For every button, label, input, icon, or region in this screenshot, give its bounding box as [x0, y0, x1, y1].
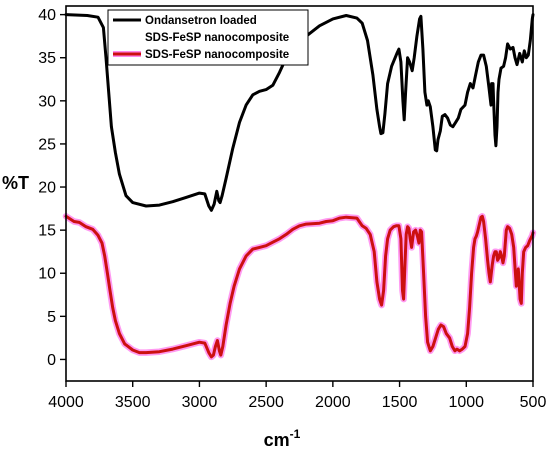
legend-label-0: SDS-FeSP nanocomposite	[145, 32, 289, 44]
y-tick-label: 40	[38, 7, 56, 24]
series-halo-1	[62, 213, 537, 361]
x-axis-label-unit: cm	[264, 430, 290, 450]
x-tick-label: 500	[520, 394, 547, 411]
x-tick-label: 4000	[48, 394, 84, 411]
y-axis-label: %T	[2, 173, 29, 193]
plot-lines	[62, 13, 537, 361]
y-tick-label: 25	[38, 136, 56, 153]
legend-label-1: SDS-FeSP nanocomposite	[145, 49, 289, 61]
legend: Ondansetron loaded SDS-FeSP nanocomposite…	[107, 9, 309, 66]
legend-box	[107, 9, 309, 66]
y-tick-label: 0	[47, 352, 56, 369]
plot-frame	[65, 5, 534, 382]
x-tick-label: 1000	[448, 394, 484, 411]
x-tick-label: 3500	[115, 394, 151, 411]
x-tick-label: 3000	[182, 394, 218, 411]
series-line-1	[64, 214, 535, 359]
x-axis-title: cm-1	[264, 427, 301, 450]
y-tick-label: 10	[38, 266, 56, 283]
y-tick-label: 5	[47, 309, 56, 326]
x-axis-label-exponent: -1	[290, 427, 301, 441]
x-tick-label: 1500	[382, 394, 418, 411]
y-axis-title: %T	[2, 173, 29, 193]
x-tick-label: 2500	[248, 394, 284, 411]
y-tick-label: 30	[38, 93, 56, 110]
legend-label-0: Ondansetron loaded	[145, 15, 257, 27]
x-axis-label: cm-1	[264, 427, 301, 450]
x-tick-label: 2000	[315, 394, 351, 411]
y-tick-label: 35	[38, 50, 56, 67]
y-tick-label: 20	[38, 180, 56, 197]
axis-ticks: 4000 3500 3000 2500 2000 1500 1000 500 0 5 10 15 20 2…	[38, 7, 546, 411]
y-tick-label: 15	[38, 223, 56, 240]
series-line-0	[64, 13, 535, 212]
